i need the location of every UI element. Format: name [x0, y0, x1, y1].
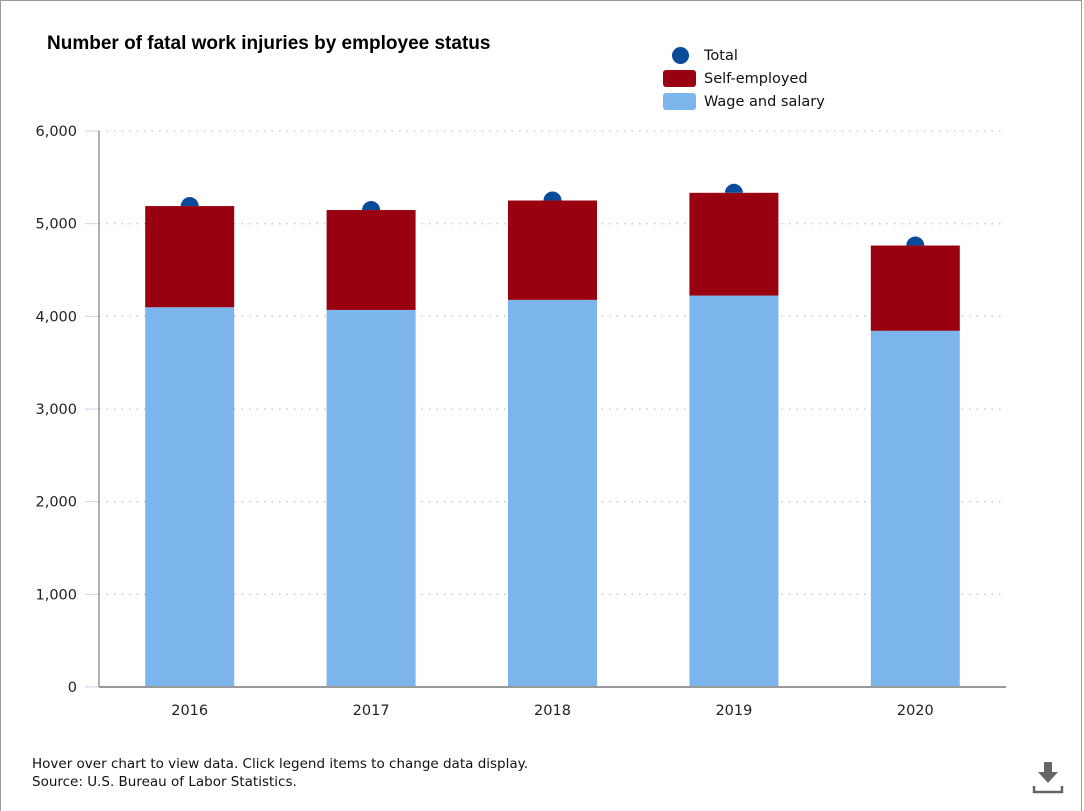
- y-tick-label: 2,000: [35, 495, 77, 511]
- bar-self-employed[interactable]: [326, 210, 416, 310]
- hover-instructions: Hover over chart to view data. Click leg…: [32, 756, 528, 772]
- total-marker[interactable]: [362, 201, 381, 219]
- legend-item-self-employed[interactable]: Self-employed: [663, 67, 825, 90]
- legend-item-wage-and-salary[interactable]: Wage and salary: [663, 90, 825, 113]
- total-marker[interactable]: [180, 197, 199, 215]
- bar-self-employed[interactable]: [870, 245, 960, 331]
- bar-self-employed[interactable]: [145, 206, 235, 308]
- x-tick-label: 2020: [897, 703, 934, 719]
- chart-footer: Hover over chart to view data. Click leg…: [32, 755, 528, 791]
- y-tick-label: 5,000: [35, 217, 77, 233]
- bar-wage-and-salary[interactable]: [145, 307, 235, 687]
- x-tick-label: 2017: [353, 703, 390, 719]
- download-icon: [1032, 762, 1064, 794]
- download-button[interactable]: [1031, 762, 1065, 794]
- bar-self-employed[interactable]: [508, 200, 597, 300]
- x-tick-label: 2016: [171, 703, 208, 719]
- total-marker[interactable]: [724, 183, 743, 202]
- source-note: Source: U.S. Bureau of Labor Statistics.: [32, 774, 297, 790]
- y-tick-label: 4,000: [35, 309, 77, 325]
- bar-wage-and-salary[interactable]: [689, 295, 779, 687]
- y-tick-label: 0: [68, 680, 77, 696]
- legend-self-employed-swatch-icon: [663, 70, 696, 87]
- y-tick-label: 6,000: [35, 124, 77, 140]
- bar-wage-and-salary[interactable]: [326, 309, 416, 687]
- legend-label: Total: [704, 47, 738, 64]
- y-tick-label: 3,000: [35, 402, 77, 418]
- x-tick-label: 2018: [534, 703, 571, 719]
- total-marker[interactable]: [906, 236, 925, 255]
- bar-wage-and-salary[interactable]: [508, 299, 597, 687]
- legend-label: Wage and salary: [704, 93, 825, 110]
- legend: Total Self-employed Wage and salary: [663, 44, 825, 113]
- bar-wage-and-salary[interactable]: [870, 330, 960, 687]
- bar-self-employed[interactable]: [689, 192, 779, 296]
- legend-item-total[interactable]: Total: [663, 44, 825, 67]
- total-marker[interactable]: [543, 191, 562, 210]
- y-tick-label: 1,000: [35, 587, 77, 603]
- legend-wage-salary-swatch-icon: [663, 93, 696, 110]
- x-tick-label: 2019: [715, 703, 752, 719]
- legend-label: Self-employed: [704, 70, 808, 87]
- chart-title: Number of fatal work injuries by employe…: [47, 33, 491, 54]
- legend-total-circle-icon: [672, 47, 689, 64]
